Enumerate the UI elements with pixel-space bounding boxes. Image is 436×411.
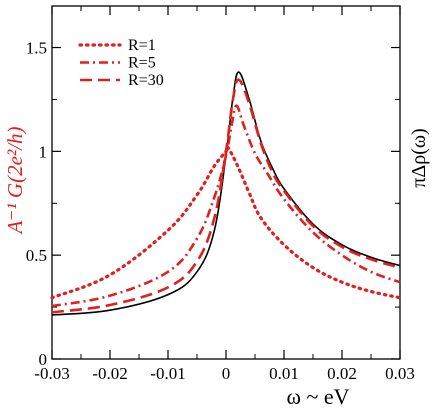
legend-label: R=1 bbox=[128, 37, 156, 54]
x-tick-label: 0.02 bbox=[327, 364, 357, 383]
series-line-r-30 bbox=[51, 78, 401, 314]
series-layer bbox=[50, 71, 402, 316]
y-tick-label: 0.5 bbox=[26, 246, 47, 265]
series-line-reference bbox=[51, 71, 401, 316]
plot-frame bbox=[51, 5, 401, 360]
x-tick-label: -0.02 bbox=[92, 364, 127, 383]
x-tick-label: -0.01 bbox=[150, 364, 185, 383]
y-tick-label: 1 bbox=[39, 142, 48, 161]
series-line-r-1 bbox=[50, 144, 402, 300]
axis-ticks: -0.03 -0.02 -0.01 0 0.01 0.02 0.03 0 0.5 1 1.5 bbox=[26, 6, 415, 383]
legend-label: R=30 bbox=[128, 72, 164, 89]
y-axis-label-right: πΔρ(ω) bbox=[408, 128, 430, 187]
x-tick-label: 0.03 bbox=[385, 364, 415, 383]
x-tick-label: 0 bbox=[222, 364, 231, 383]
x-tick-label: 0.01 bbox=[269, 364, 299, 383]
x-tick-label: -0.03 bbox=[34, 364, 69, 383]
legend: R=1R=5R=30 bbox=[78, 37, 164, 89]
legend-label: R=5 bbox=[128, 55, 156, 72]
y-tick-label: 0 bbox=[39, 350, 48, 369]
y-tick-label: 1.5 bbox=[26, 39, 47, 58]
series-line-r-5 bbox=[51, 104, 401, 308]
x-axis-label: ω ~ eV bbox=[286, 384, 349, 409]
y-axis-label-left: A⁻¹ G(2e²/h) bbox=[3, 126, 27, 235]
